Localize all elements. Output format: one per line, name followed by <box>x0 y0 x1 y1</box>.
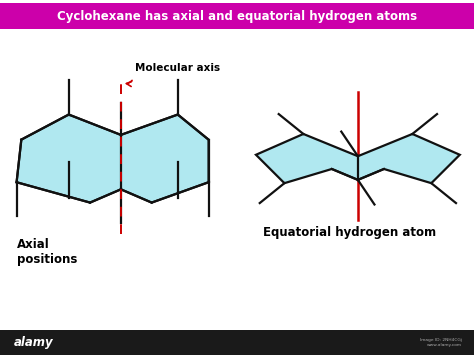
Text: Image ID: 2NH4CGj
www.alamy.com: Image ID: 2NH4CGj www.alamy.com <box>420 338 462 347</box>
Text: Equatorial hydrogen atom: Equatorial hydrogen atom <box>263 226 436 239</box>
Polygon shape <box>17 115 69 182</box>
Text: Axial
positions: Axial positions <box>17 237 77 266</box>
Polygon shape <box>17 115 209 203</box>
Text: Molecular axis: Molecular axis <box>135 63 220 73</box>
Text: alamy: alamy <box>14 336 54 349</box>
Text: Cyclohexane has axial and equatorial hydrogen atoms: Cyclohexane has axial and equatorial hyd… <box>57 10 417 23</box>
Bar <box>0 331 474 355</box>
FancyArrowPatch shape <box>127 80 132 87</box>
Polygon shape <box>256 134 460 183</box>
Bar <box>0 3 474 29</box>
